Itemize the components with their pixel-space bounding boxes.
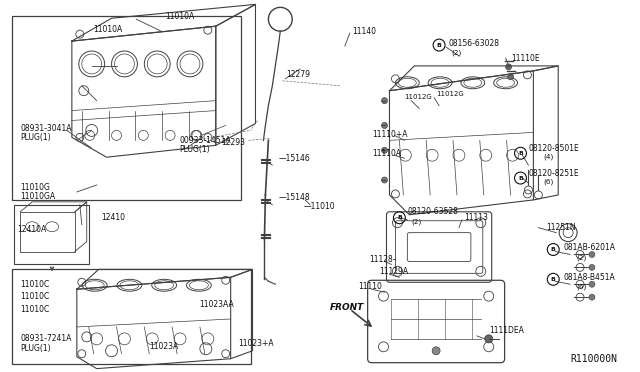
- Text: 11110A: 11110A: [372, 149, 402, 158]
- Text: —15146: —15146: [278, 154, 310, 163]
- Text: 12410A: 12410A: [17, 225, 47, 234]
- Text: 11010C: 11010C: [20, 292, 49, 301]
- Text: 11251N: 11251N: [547, 223, 576, 232]
- Text: 1111DEA: 1111DEA: [489, 326, 524, 336]
- Text: B: B: [518, 151, 523, 156]
- Text: (2): (2): [576, 254, 586, 261]
- Circle shape: [381, 147, 387, 153]
- Text: —15148: —15148: [278, 193, 310, 202]
- Bar: [20, 212, 75, 251]
- Text: 11110+A: 11110+A: [372, 130, 408, 139]
- Circle shape: [506, 64, 511, 70]
- Text: 11010GA: 11010GA: [20, 192, 56, 201]
- Text: 11128-: 11128-: [370, 255, 396, 264]
- Text: 12293: 12293: [221, 138, 244, 147]
- Text: 11010A: 11010A: [165, 12, 195, 21]
- Text: 11023+A: 11023+A: [239, 339, 274, 348]
- Text: 11010C: 11010C: [20, 280, 49, 289]
- Text: (6): (6): [576, 284, 586, 291]
- Circle shape: [432, 347, 440, 355]
- Circle shape: [589, 294, 595, 300]
- Circle shape: [589, 281, 595, 287]
- Circle shape: [508, 74, 513, 80]
- Text: 08931-3041A: 08931-3041A: [20, 124, 72, 133]
- Text: B: B: [518, 176, 523, 180]
- Text: 08120-8251E: 08120-8251E: [529, 169, 579, 177]
- Text: (2): (2): [451, 50, 461, 56]
- Text: R110000N: R110000N: [571, 354, 618, 364]
- Text: —11010: —11010: [303, 202, 335, 211]
- Text: 11023A: 11023A: [149, 342, 179, 351]
- Text: 081A8-B451A: 081A8-B451A: [563, 273, 615, 282]
- Text: 12279: 12279: [286, 70, 310, 79]
- Circle shape: [589, 264, 595, 270]
- Text: 11010A: 11010A: [93, 25, 123, 34]
- Circle shape: [381, 177, 387, 183]
- Text: 11140: 11140: [352, 27, 376, 36]
- Bar: [12, 16, 241, 200]
- Text: FRONT: FRONT: [330, 302, 364, 312]
- Text: 12410: 12410: [102, 213, 125, 222]
- Text: 081AB-6201A: 081AB-6201A: [563, 243, 615, 252]
- Circle shape: [589, 251, 595, 257]
- Text: 08931-7241A: 08931-7241A: [20, 334, 72, 343]
- Text: B: B: [436, 42, 442, 48]
- Circle shape: [381, 122, 387, 128]
- Text: 11113: 11113: [464, 213, 488, 222]
- Text: 08120-63528: 08120-63528: [407, 207, 458, 216]
- Text: 11129A: 11129A: [380, 267, 409, 276]
- Circle shape: [484, 335, 493, 343]
- Text: PLUG(1): PLUG(1): [179, 145, 210, 154]
- Text: 11110E: 11110E: [511, 54, 540, 64]
- Text: 08156-63028: 08156-63028: [448, 39, 499, 48]
- Circle shape: [381, 98, 387, 104]
- Text: 11010G: 11010G: [20, 183, 50, 192]
- Bar: [12, 269, 250, 364]
- Text: B: B: [397, 215, 402, 220]
- Text: 11023AA: 11023AA: [199, 299, 234, 309]
- Text: 11010C: 11010C: [20, 305, 49, 314]
- Text: 11012G: 11012G: [404, 94, 432, 100]
- Text: 11110: 11110: [358, 282, 381, 291]
- Text: PLUG(1): PLUG(1): [20, 133, 51, 142]
- Text: B: B: [551, 277, 556, 282]
- Text: (4): (4): [543, 154, 554, 160]
- Bar: [14, 205, 89, 264]
- Text: 00933-1451A: 00933-1451A: [179, 136, 230, 145]
- Text: PLUG(1): PLUG(1): [20, 344, 51, 353]
- Text: B: B: [551, 247, 556, 252]
- Text: (6): (6): [543, 179, 554, 185]
- Text: 11012G: 11012G: [436, 91, 464, 97]
- Text: 08120-8501E: 08120-8501E: [529, 144, 579, 153]
- Text: (2): (2): [412, 218, 422, 225]
